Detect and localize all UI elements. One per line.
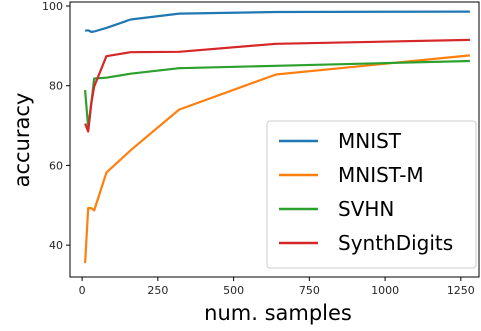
x-tick-label: 500 [223,284,244,297]
legend: MNIST MNIST-M SVHN SynthDigits [266,120,477,269]
legend-box [266,120,477,269]
series-line-synthdigits [84,38,470,133]
x-tick-label: 0 [79,284,86,297]
legend-label-svhn: SVHN [338,197,394,221]
legend-label-synthdigits: SynthDigits [338,231,453,255]
y-tick-label: 100 [42,0,63,13]
legend-label-mnist: MNIST [338,129,402,153]
y-axis-ticks: 40 60 80 100 [42,0,70,252]
x-tick-label: 250 [147,284,168,297]
y-axis-label: accuracy [10,93,34,188]
series-line-mnist [84,10,470,33]
x-axis-ticks: 0 250 500 750 1000 1250 [79,277,475,297]
series-lines [84,10,471,264]
x-tick-label: 1250 [447,284,475,297]
series-line-mnist-m [84,54,471,264]
y-tick-label: 80 [49,80,63,93]
x-tick-label: 1000 [371,284,399,297]
x-tick-label: 750 [299,284,320,297]
y-tick-label: 40 [49,239,63,252]
x-axis-label: num. samples [204,301,352,325]
legend-label-mnist-m: MNIST-M [338,163,424,187]
y-tick-label: 60 [49,159,63,172]
